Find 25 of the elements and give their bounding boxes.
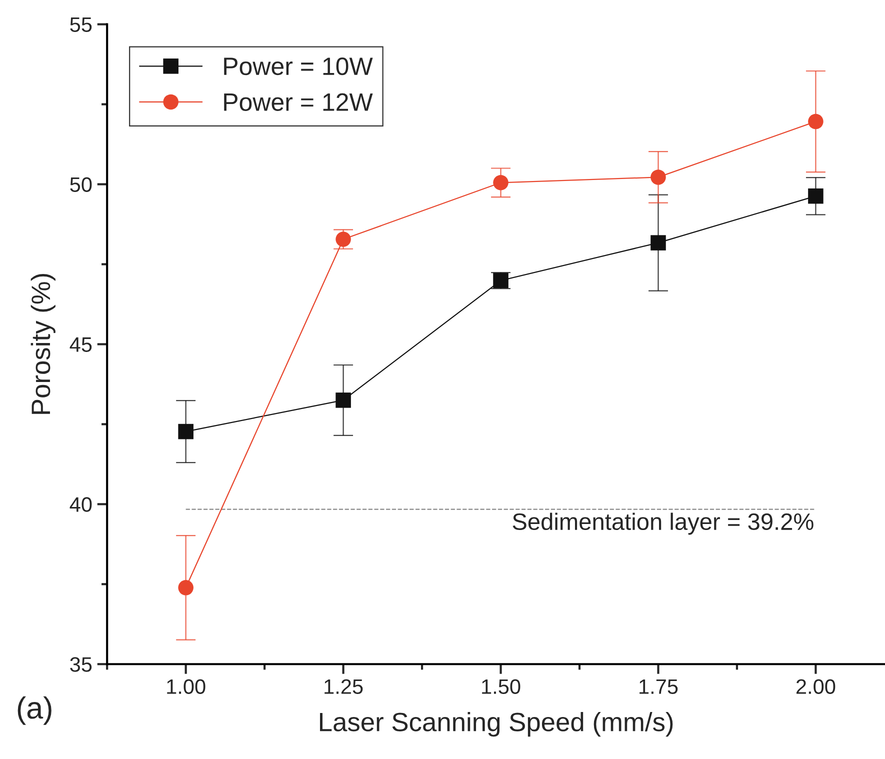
point (493, 272, 508, 288)
y-tick-label: 35 (70, 657, 92, 672)
y-tick-label: 55 (70, 18, 92, 32)
y-tick-label: 40 (70, 497, 92, 512)
point (336, 392, 351, 408)
point (808, 188, 824, 204)
legend-label: Power = 12W (224, 93, 373, 111)
text: (a) (18, 696, 52, 725)
point (650, 235, 666, 250)
point (650, 170, 666, 185)
annotation: Sedimentation layer = 39.2% (512, 512, 814, 535)
point (178, 424, 194, 440)
point (178, 580, 194, 596)
y-tick-label: 50 (70, 177, 92, 192)
point (493, 175, 508, 190)
y-tick-label: 45 (70, 337, 92, 352)
point (808, 114, 824, 130)
y-axis-title: Porosity (%) (30, 274, 56, 414)
legend-label: Power = 10W (224, 57, 373, 76)
x-tick-label: 2.00 (796, 679, 836, 694)
x-tick-label: 1.25 (324, 679, 363, 694)
x-tick-label: 1.00 (167, 679, 206, 694)
x-tick-label: 1.75 (640, 679, 678, 694)
x-tick-label: 1.50 (482, 679, 520, 694)
x-axis-title: Laser Scanning Speed (mm/s) (320, 712, 673, 737)
